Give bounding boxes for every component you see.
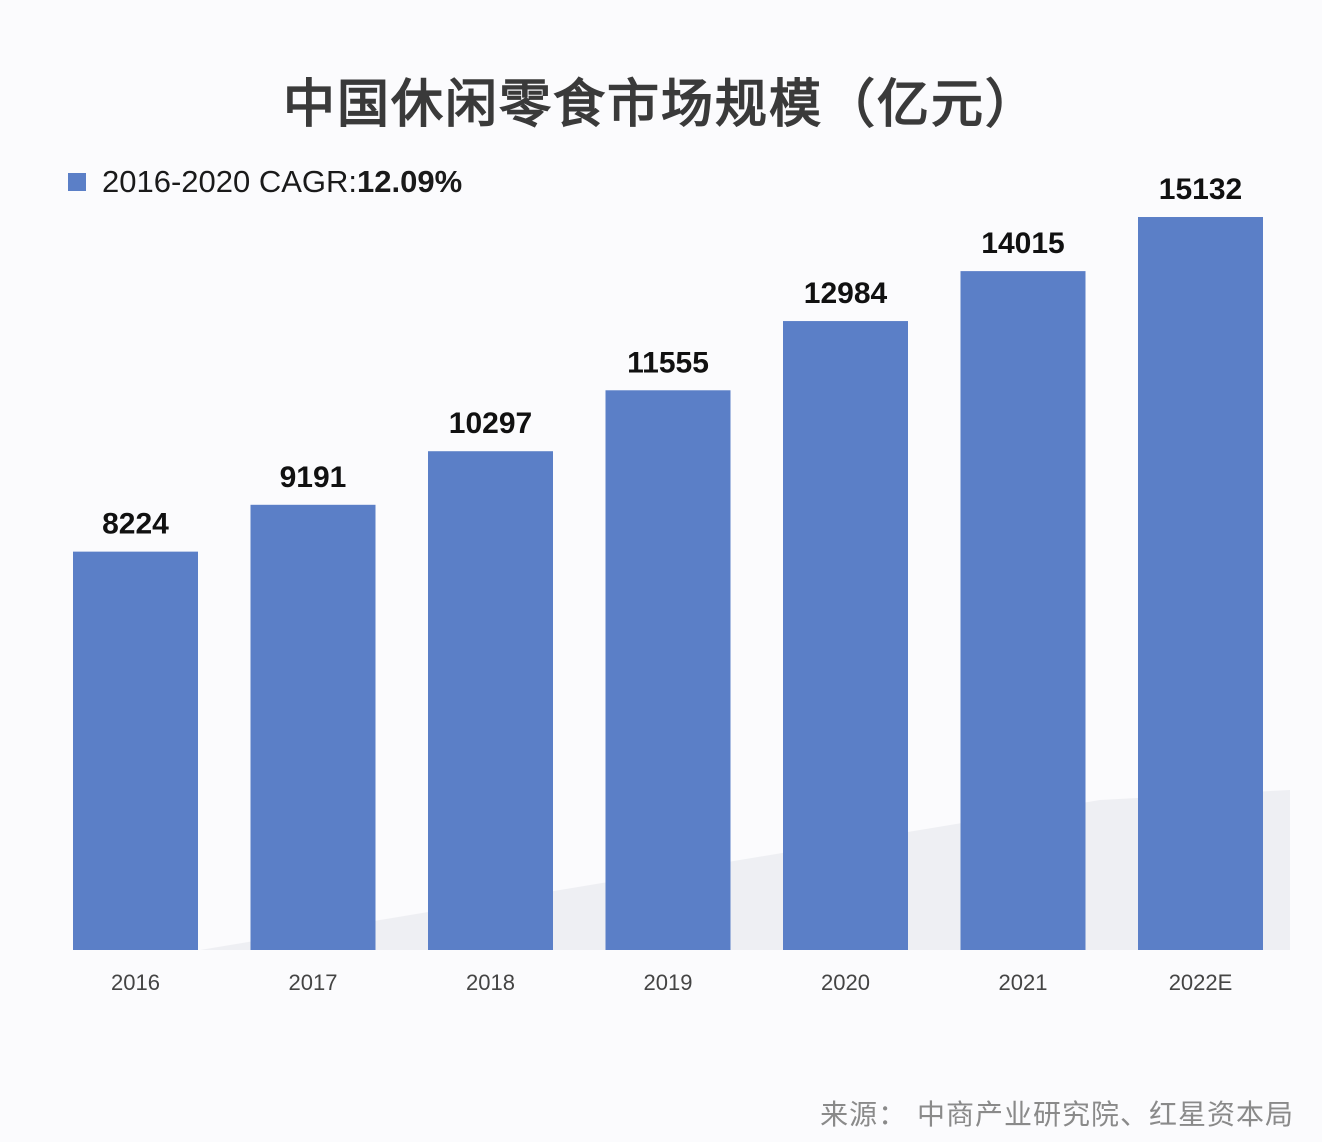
- bar-2017: [250, 504, 376, 950]
- data-label: 11555: [627, 346, 709, 379]
- x-tick-label: 2018: [466, 970, 515, 995]
- bar-2019: [605, 390, 731, 950]
- bar-2018: [428, 451, 553, 950]
- bar-2020: [783, 321, 908, 950]
- chart-title: 中国休闲零食市场规模（亿元）: [282, 75, 1039, 135]
- data-label: 15132: [1159, 173, 1242, 206]
- bar-2016: [73, 551, 198, 950]
- x-tick-label: 2020: [821, 970, 870, 995]
- data-label: 10297: [449, 407, 532, 440]
- bar-2022E: [1138, 217, 1263, 950]
- data-label: 14015: [981, 227, 1064, 260]
- legend: 2016-2020 CAGR: 12.09%: [68, 164, 462, 200]
- legend-swatch: [68, 173, 86, 191]
- bar-2021: [960, 271, 1086, 950]
- x-tick-label: 2016: [111, 970, 160, 995]
- x-tick-label: 2019: [644, 970, 693, 995]
- x-tick-label: 2022E: [1169, 970, 1233, 995]
- source-note: 来源： 中商产业研究院、红星资本局: [820, 1098, 1294, 1131]
- x-tick-label: 2021: [999, 970, 1048, 995]
- data-label: 9191: [280, 461, 347, 494]
- legend-label: 2016-2020 CAGR:: [102, 164, 358, 199]
- x-tick-label: 2017: [289, 970, 338, 995]
- legend-value: 12.09%: [357, 164, 463, 199]
- data-label: 12984: [804, 277, 888, 310]
- data-label: 8224: [102, 508, 169, 541]
